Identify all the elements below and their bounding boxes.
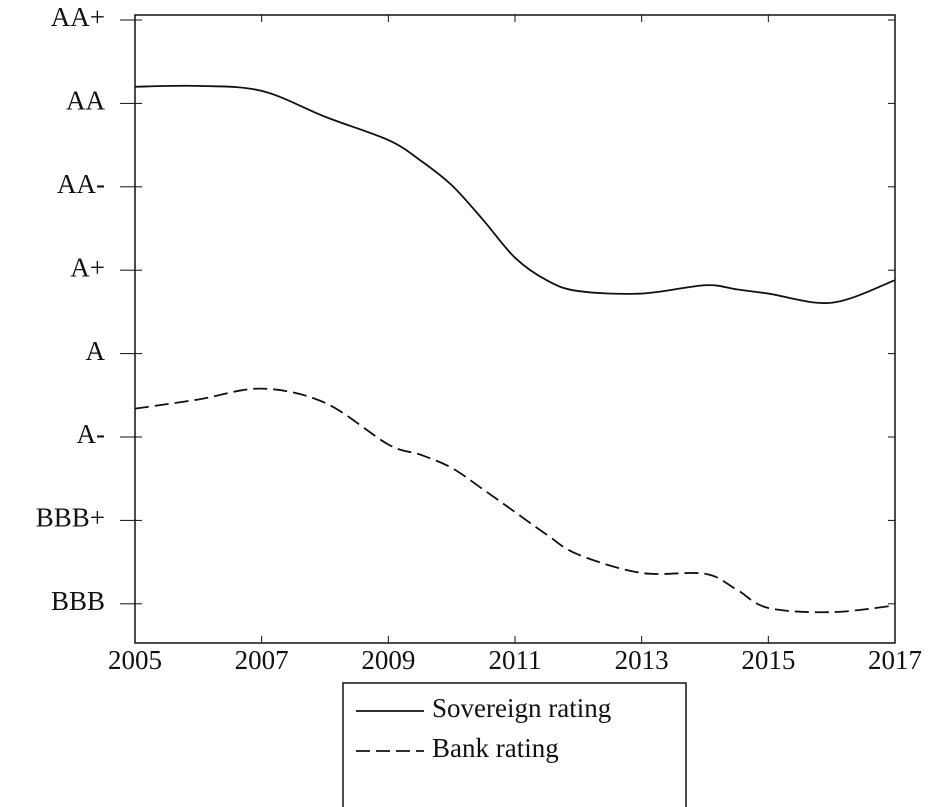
y-tick-label: AA+ xyxy=(51,2,105,32)
y-tick-label: AA- xyxy=(57,169,105,199)
y-tick-label: A+ xyxy=(70,252,105,282)
series-line xyxy=(134,84,896,304)
legend: Sovereign rating Bank rating xyxy=(342,682,687,807)
plot-frame xyxy=(134,14,896,644)
x-tick-label: 2015 xyxy=(741,645,795,675)
y-tick-label: AA xyxy=(66,86,105,116)
x-tick-label: 2009 xyxy=(361,645,415,675)
legend-box xyxy=(342,682,687,807)
legend-label: Sovereign rating xyxy=(432,693,611,723)
y-tick-label: A xyxy=(86,336,106,366)
legend-label: Bank rating xyxy=(432,733,559,763)
x-tick-label: 2017 xyxy=(868,645,922,675)
x-tick-label: 2011 xyxy=(489,645,542,675)
x-tick-label: 2013 xyxy=(615,645,669,675)
x-tick-label: 2007 xyxy=(235,645,289,675)
y-tick-label: A- xyxy=(77,419,106,449)
series-line xyxy=(134,387,896,614)
y-tick-label: BBB xyxy=(51,586,105,616)
x-tick-label: 2005 xyxy=(108,645,162,675)
y-tick-label: BBB+ xyxy=(36,503,105,533)
